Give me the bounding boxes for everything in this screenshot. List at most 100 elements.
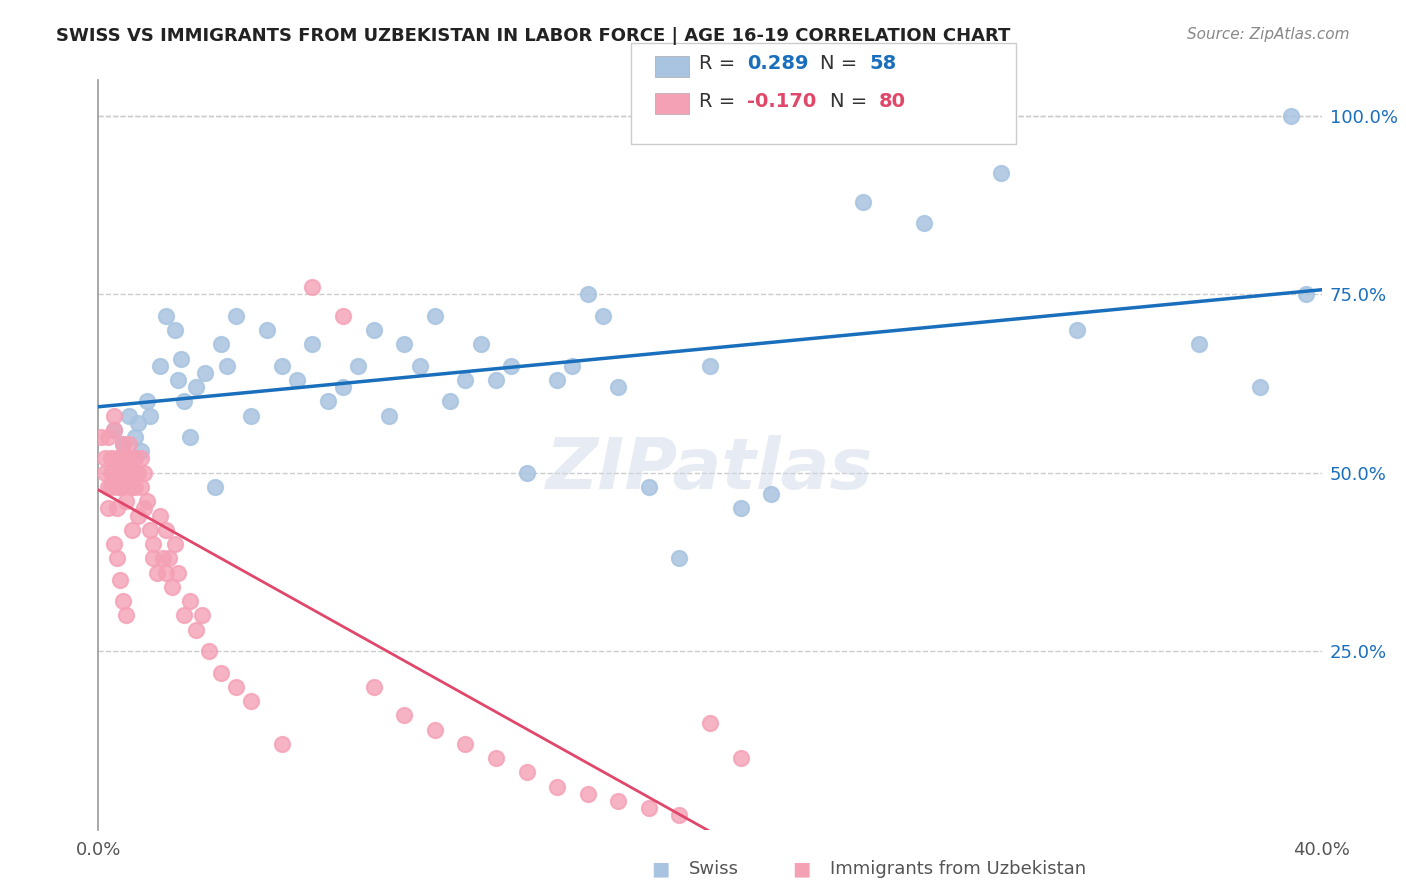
Point: [115, 494, 138, 508]
Point: [155, 566, 177, 580]
Point: [546, 373, 568, 387]
Point: [139, 409, 162, 423]
Point: [439, 394, 461, 409]
Point: [607, 380, 630, 394]
Point: [209, 665, 232, 680]
Point: [105, 451, 128, 466]
Point: [160, 580, 183, 594]
Point: [136, 494, 159, 508]
Point: [115, 466, 138, 480]
Point: [97, 501, 120, 516]
Point: [730, 751, 752, 765]
Point: [134, 501, 156, 516]
Text: ZIPatlas: ZIPatlas: [547, 435, 873, 504]
Point: [668, 551, 690, 566]
Point: [111, 466, 134, 480]
Point: [139, 523, 162, 537]
Point: [408, 359, 430, 373]
Point: [363, 680, 385, 694]
Point: [127, 466, 149, 480]
Text: Source: ZipAtlas.com: Source: ZipAtlas.com: [1187, 27, 1350, 42]
Point: [136, 394, 159, 409]
Point: [392, 337, 416, 351]
Point: [270, 359, 292, 373]
Point: [129, 480, 152, 494]
Point: [378, 409, 401, 423]
Point: [699, 715, 721, 730]
Point: [301, 280, 323, 294]
Point: [561, 359, 583, 373]
Point: [194, 366, 217, 380]
Point: [225, 309, 247, 323]
Point: [149, 508, 172, 523]
Point: [191, 608, 214, 623]
Point: [576, 287, 599, 301]
Point: [111, 437, 134, 451]
Point: [155, 309, 177, 323]
Point: [332, 380, 354, 394]
Point: [118, 437, 141, 451]
Text: R =: R =: [699, 92, 741, 111]
Point: [118, 451, 141, 466]
Point: [576, 787, 599, 801]
Point: [501, 359, 523, 373]
Point: [912, 216, 935, 230]
Point: [454, 737, 477, 751]
Point: [179, 594, 201, 608]
Point: [121, 523, 143, 537]
Text: R =: R =: [699, 54, 741, 73]
Point: [100, 466, 122, 480]
Point: [90, 430, 112, 444]
Point: [103, 423, 125, 437]
Point: [103, 537, 125, 551]
Point: [105, 501, 128, 516]
Point: [215, 359, 238, 373]
Point: [186, 623, 208, 637]
Point: [759, 487, 782, 501]
Point: [179, 430, 201, 444]
Point: [332, 309, 354, 323]
Point: [108, 573, 131, 587]
Point: [363, 323, 385, 337]
Point: [699, 359, 721, 373]
Point: [990, 166, 1012, 180]
Point: [167, 373, 190, 387]
Point: [157, 551, 180, 566]
Text: 58: 58: [869, 54, 896, 73]
Text: Immigrants from Uzbekistan: Immigrants from Uzbekistan: [830, 860, 1085, 878]
Point: [173, 608, 195, 623]
Point: [470, 337, 492, 351]
Point: [103, 409, 125, 423]
Point: [546, 780, 568, 794]
Text: Swiss: Swiss: [689, 860, 740, 878]
Point: [454, 373, 477, 387]
Point: [204, 480, 226, 494]
Point: [270, 737, 292, 751]
Text: SWISS VS IMMIGRANTS FROM UZBEKISTAN IN LABOR FORCE | AGE 16-19 CORRELATION CHART: SWISS VS IMMIGRANTS FROM UZBEKISTAN IN L…: [56, 27, 1011, 45]
Point: [103, 423, 125, 437]
Point: [149, 359, 172, 373]
Point: [347, 359, 370, 373]
Point: [592, 309, 614, 323]
Point: [485, 373, 508, 387]
Point: [852, 194, 875, 209]
FancyBboxPatch shape: [655, 55, 689, 77]
Point: [124, 466, 146, 480]
Point: [108, 480, 131, 494]
Point: [155, 523, 177, 537]
Point: [301, 337, 323, 351]
Point: [423, 309, 446, 323]
Point: [127, 416, 149, 430]
Point: [108, 466, 131, 480]
Text: ■: ■: [792, 859, 811, 878]
Point: [240, 409, 263, 423]
Point: [105, 480, 128, 494]
Point: [100, 480, 122, 494]
FancyBboxPatch shape: [655, 93, 689, 114]
Point: [115, 608, 138, 623]
Point: [1188, 337, 1211, 351]
Point: [197, 644, 219, 658]
Point: [516, 765, 538, 780]
Point: [225, 680, 247, 694]
Text: 80: 80: [879, 92, 905, 111]
